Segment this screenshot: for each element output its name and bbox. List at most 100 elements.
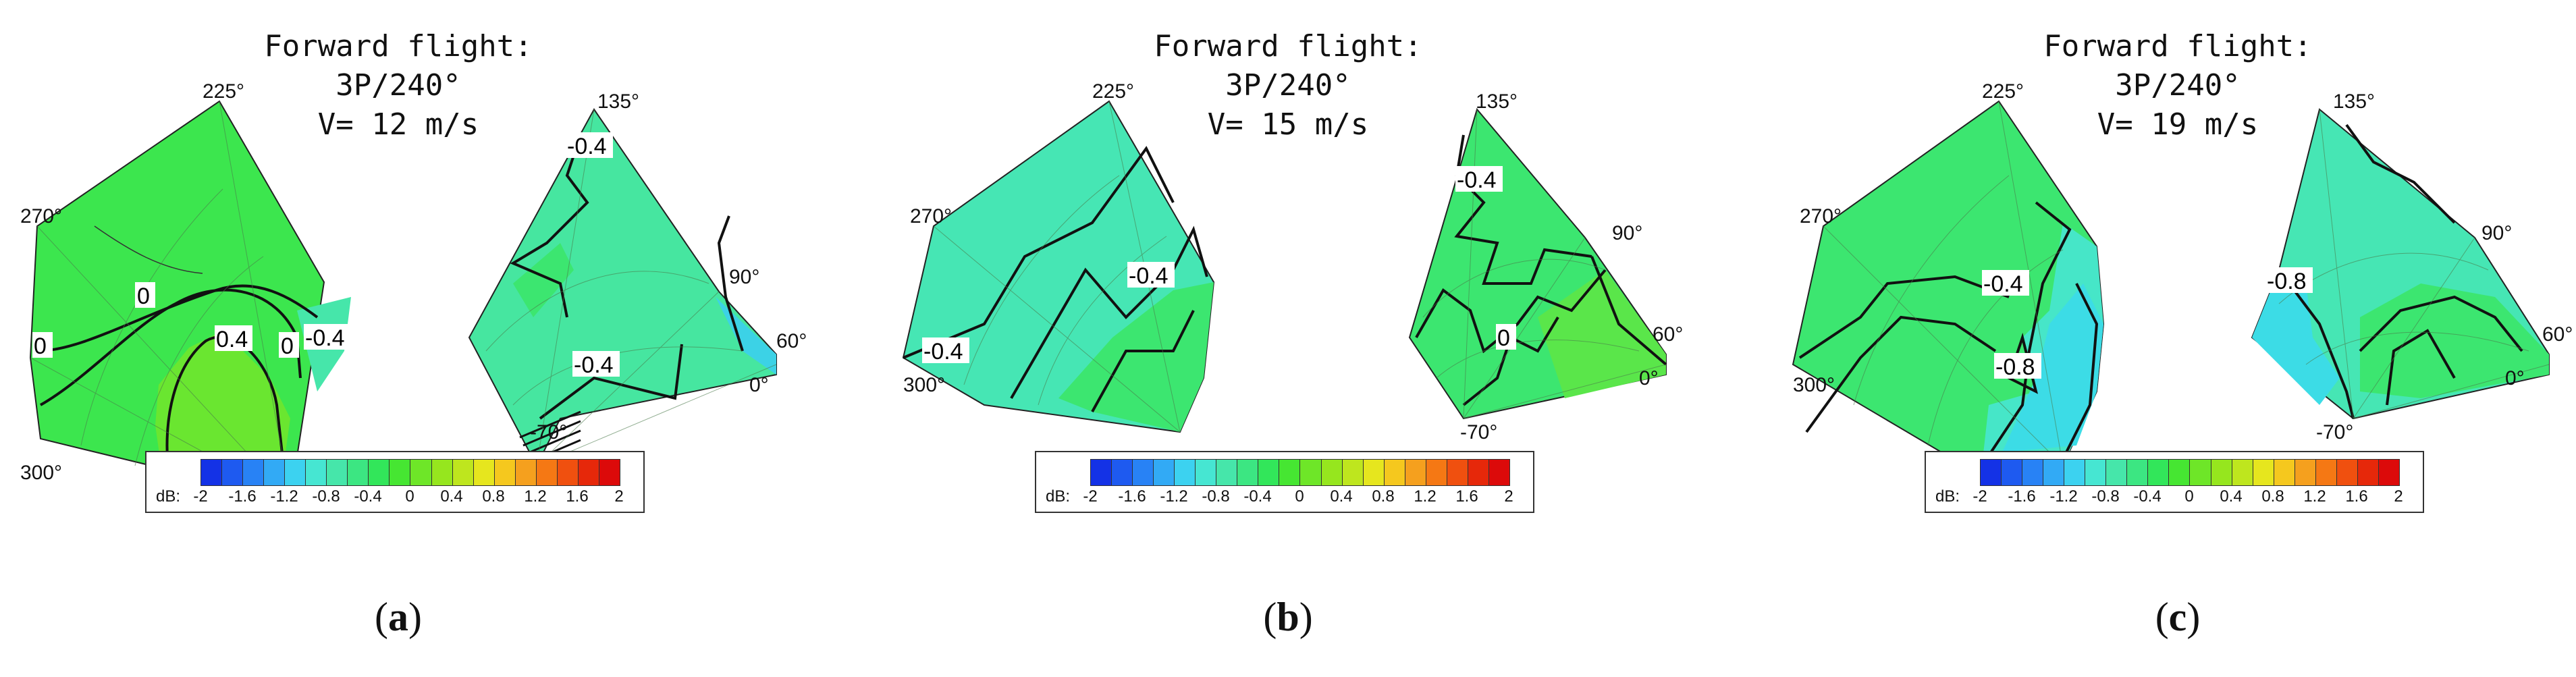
colorbar-swatch bbox=[536, 460, 558, 485]
colorbar-tick-label: 2 bbox=[2394, 487, 2403, 506]
angle-label-135: 135° bbox=[2333, 90, 2375, 113]
panel-caption: (b) bbox=[1263, 595, 1313, 639]
grid-radial bbox=[1998, 101, 2064, 466]
contour-line bbox=[94, 225, 203, 274]
polar-contour-plot: 225° 270° 300° 135° 90° 60° 0° -70° -0.4… bbox=[902, 80, 1683, 443]
colorbar-swatch bbox=[1363, 460, 1385, 485]
colorbar-tick-label: -2 bbox=[193, 487, 208, 506]
contour-label: -0.4 bbox=[305, 325, 345, 351]
colorbar-swatch bbox=[1279, 460, 1301, 485]
angle-label-225: 225° bbox=[1982, 80, 2024, 103]
contour-line bbox=[2062, 283, 2099, 460]
colorbar-tick-label: -1.6 bbox=[1118, 487, 1146, 506]
colorbar-swatch bbox=[1237, 460, 1259, 485]
grid-arc bbox=[1927, 249, 2064, 446]
colorbar-swatch bbox=[599, 460, 620, 485]
angle-label-minus70: -70° bbox=[1460, 421, 1497, 443]
colorbar-swatch bbox=[2169, 460, 2191, 485]
angle-label-90: 90° bbox=[729, 266, 759, 288]
title-line: Forward flight: bbox=[264, 29, 533, 63]
colorbar-swatch bbox=[1468, 460, 1489, 485]
contour-line bbox=[2278, 269, 2355, 419]
colorbar-tick-label: 0 bbox=[405, 487, 414, 506]
colorbar-tick-label: 2 bbox=[1504, 487, 1513, 506]
colorbar-tick-label: 1.6 bbox=[2345, 487, 2368, 506]
angle-label-60: 60° bbox=[2542, 323, 2573, 346]
angle-label-0: 0° bbox=[749, 374, 769, 396]
title-line: V= 19 m/s bbox=[2097, 107, 2259, 142]
colorbar-swatch bbox=[2274, 460, 2295, 485]
colorbar-tick-label: 1.2 bbox=[524, 487, 547, 506]
contour-line bbox=[903, 146, 1175, 359]
colorbar-swatch bbox=[1321, 460, 1343, 485]
colorbar-swatch bbox=[1447, 460, 1468, 485]
contour-label-bg bbox=[304, 324, 351, 350]
colorbar-swatch bbox=[1405, 460, 1426, 485]
colorbar-swatch bbox=[1175, 460, 1196, 485]
colorbar-ticks: -2 -1.6 -1.2 -0.8 -0.4 0 0.4 0.8 1.2 1.6 2 bbox=[193, 487, 623, 508]
title-line: Forward flight: bbox=[1154, 29, 1422, 63]
contour-line bbox=[1805, 315, 1997, 433]
colorbar-swatch bbox=[348, 460, 369, 485]
angle-label-60: 60° bbox=[776, 330, 807, 352]
colorbar-swatch bbox=[201, 460, 223, 485]
colorbar-tick-label: 2 bbox=[614, 487, 624, 506]
left-lobe-hotspot bbox=[155, 331, 290, 476]
colorbar-swatch bbox=[1154, 460, 1175, 485]
colorbar-tick-label: 0.4 bbox=[2220, 487, 2243, 506]
colorbar-tick-label: -0.8 bbox=[1202, 487, 1230, 506]
left-lobe-green-region bbox=[1058, 282, 1214, 432]
grid-radial bbox=[536, 109, 595, 466]
colorbar-swatch bbox=[1133, 460, 1154, 485]
grid-radial bbox=[1463, 364, 1667, 419]
angle-label-300: 300° bbox=[1793, 374, 1835, 396]
contour-line bbox=[539, 344, 683, 420]
grid-arc bbox=[134, 256, 264, 466]
colorbar-tick-label: -1.6 bbox=[228, 487, 257, 506]
title-line: V= 12 m/s bbox=[317, 107, 479, 142]
grid-radial bbox=[2319, 109, 2354, 419]
grid-arc bbox=[963, 175, 1120, 385]
contour-line bbox=[2386, 329, 2456, 406]
colorbar-swatch bbox=[2085, 460, 2107, 485]
contour-label: -0.4 bbox=[1983, 271, 2023, 297]
colorbar-swatches bbox=[1980, 459, 2400, 486]
contour-label-bg bbox=[279, 332, 299, 358]
grid-arc bbox=[1422, 259, 1606, 318]
colorbar-swatch bbox=[452, 460, 474, 485]
colorbar-swatch bbox=[473, 460, 495, 485]
colorbar-swatch bbox=[2211, 460, 2232, 485]
contour-label-bg bbox=[215, 325, 252, 351]
grid-arc bbox=[1038, 236, 1167, 406]
angle-label-90: 90° bbox=[1612, 222, 1642, 244]
colorbar-tick-label: -0.4 bbox=[1243, 487, 1272, 506]
colorbar-swatch bbox=[306, 460, 327, 485]
angle-label-60: 60° bbox=[1653, 323, 1683, 346]
contour-label: -0.4 bbox=[1129, 263, 1169, 289]
colorbar-swatch bbox=[1216, 460, 1238, 485]
colorbar: dB: -2 -1.6 -1.2 -0.8 -0.4 0 0.4 0.8 1.2 1.6 2 bbox=[1925, 451, 2424, 513]
contour-label-bg bbox=[1496, 324, 1516, 350]
colorbar-tick-label: 0.8 bbox=[482, 487, 505, 506]
colorbar-swatch bbox=[2127, 460, 2149, 485]
contour-line bbox=[40, 288, 302, 406]
colorbar-swatch bbox=[369, 460, 390, 485]
colorbar-tick-label: -2 bbox=[1083, 487, 1098, 506]
colorbar-swatch bbox=[2295, 460, 2316, 485]
angle-label-90: 90° bbox=[2481, 222, 2512, 244]
colorbar-swatch bbox=[431, 460, 453, 485]
title-line: Forward flight: bbox=[2043, 29, 2312, 63]
colorbar-tick-label: 0.4 bbox=[1330, 487, 1353, 506]
contour-line bbox=[1010, 225, 1208, 400]
contour-line bbox=[1590, 256, 1667, 366]
colorbar-ticks: -2 -1.6 -1.2 -0.8 -0.4 0 0.4 0.8 1.2 1.6 2 bbox=[1083, 487, 1513, 508]
caption-letter: b bbox=[1277, 595, 1299, 639]
title-line: V= 15 m/s bbox=[1207, 107, 1369, 142]
colorbar-swatches bbox=[1090, 459, 1510, 486]
grid-lines bbox=[1422, 109, 1667, 419]
contour-label-bg bbox=[2265, 267, 2313, 293]
contour-label-bg bbox=[1455, 166, 1503, 192]
contour-label: 0 bbox=[137, 283, 150, 309]
contour-label-bg bbox=[1994, 353, 2041, 379]
contour-label: 0 bbox=[34, 333, 47, 359]
